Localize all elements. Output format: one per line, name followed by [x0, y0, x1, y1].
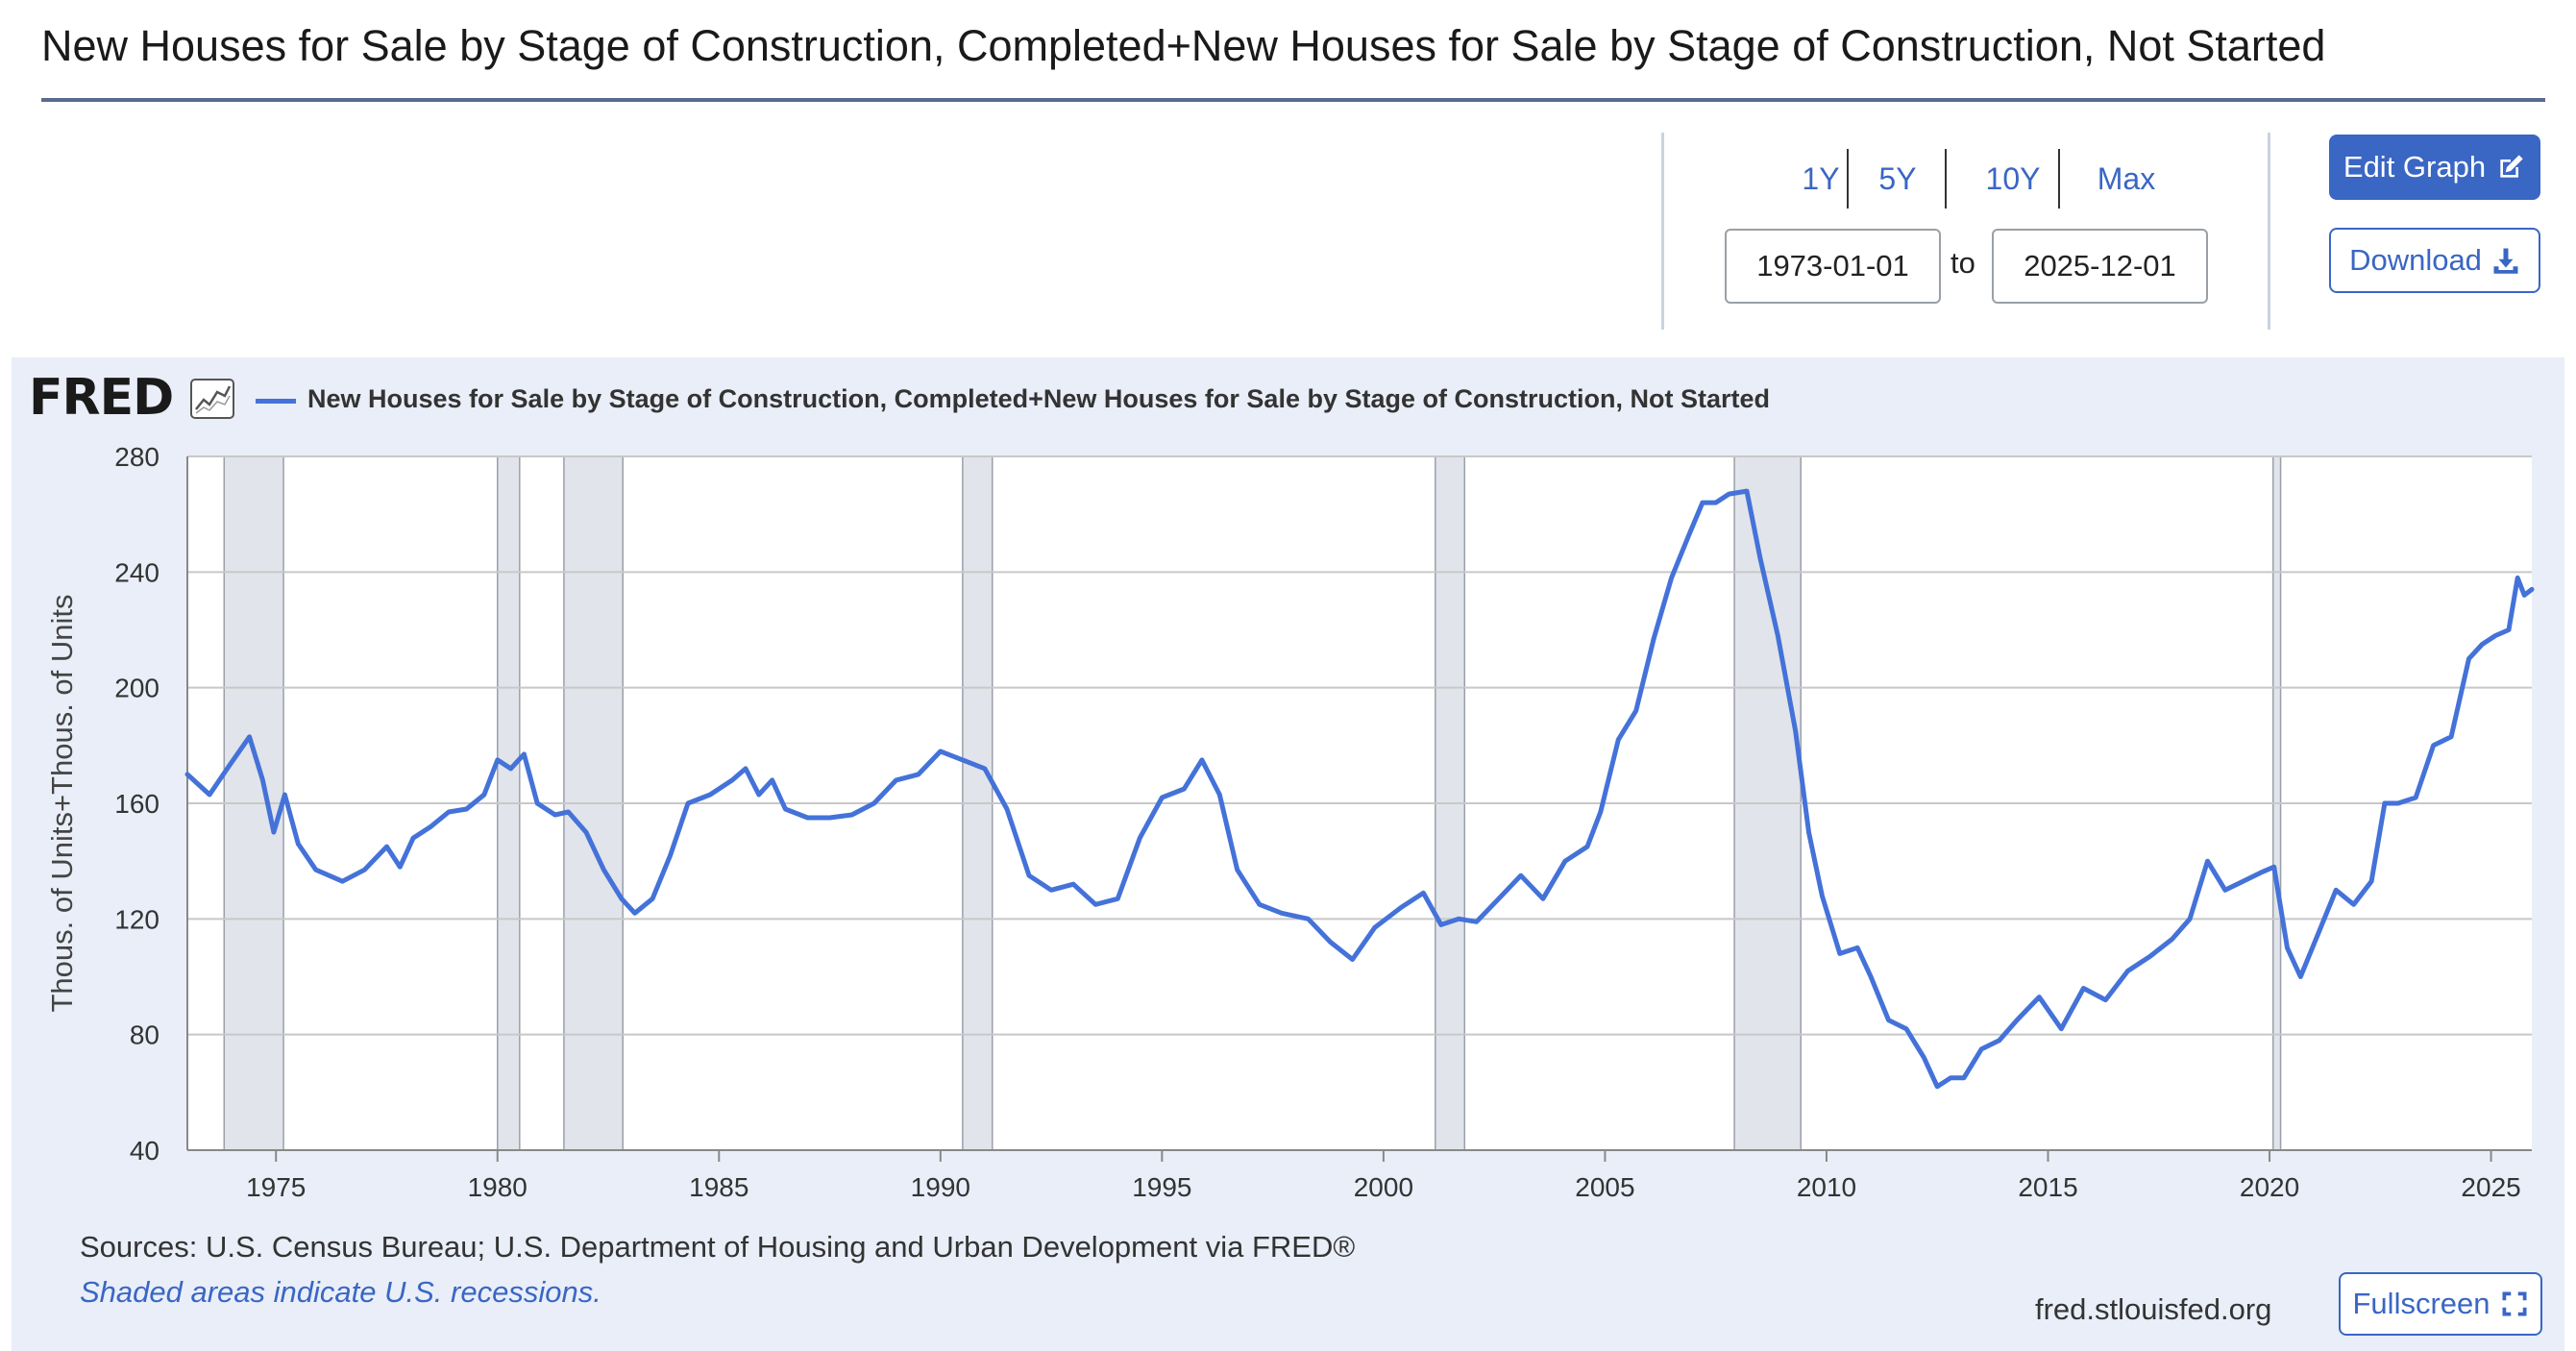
pencil-square-icon [2500, 155, 2523, 178]
start-date-input[interactable] [1725, 229, 1941, 304]
x-tick-label: 2020 [2240, 1172, 2299, 1202]
x-tick-label: 2010 [1797, 1172, 1856, 1202]
range-1y-button[interactable]: 1Y [1802, 161, 1840, 196]
x-tick-label: 1985 [689, 1172, 748, 1202]
x-tick-label: 1975 [246, 1172, 306, 1202]
fullscreen-button[interactable]: Fullscreen [2339, 1272, 2542, 1336]
x-tick-label: 2025 [2461, 1172, 2520, 1202]
y-tick-label: 240 [114, 557, 159, 587]
y-tick-label: 120 [114, 904, 159, 934]
controls-divider-left [1661, 133, 1664, 330]
y-tick-label: 160 [114, 789, 159, 819]
y-tick-label: 80 [130, 1020, 159, 1050]
controls-divider-right [2268, 133, 2270, 330]
edit-graph-button[interactable]: Edit Graph [2329, 135, 2540, 200]
x-tick-label: 2015 [2018, 1172, 2077, 1202]
x-tick-label: 1980 [468, 1172, 527, 1202]
download-button[interactable]: Download [2329, 228, 2540, 293]
range-10y-button[interactable]: 10Y [1985, 161, 2041, 196]
x-tick-label: 1990 [911, 1172, 970, 1202]
fred-url: fred.stlouisfed.org [2035, 1292, 2272, 1326]
date-to-label: to [1950, 246, 1975, 280]
line-chart-icon [190, 379, 234, 419]
download-icon [2493, 248, 2518, 274]
x-tick-label: 1995 [1132, 1172, 1191, 1202]
range-5y-button[interactable]: 5Y [1878, 161, 1917, 196]
range-max-button[interactable]: Max [2097, 161, 2156, 196]
recession-note[interactable]: Shaded areas indicate U.S. recessions. [80, 1275, 601, 1309]
y-tick-label: 200 [114, 674, 159, 703]
range-separator [2058, 149, 2060, 209]
fullscreen-label: Fullscreen [2352, 1287, 2490, 1320]
series-line [184, 488, 2535, 1090]
title-divider [41, 98, 2545, 102]
legend-swatch [256, 399, 296, 404]
page-title: New Houses for Sale by Stage of Construc… [41, 21, 2326, 70]
edit-graph-label: Edit Graph [2343, 150, 2487, 184]
y-axis-label: Thous. of Units+Thous. of Units [45, 594, 79, 1012]
range-separator [1847, 149, 1849, 209]
x-tick-label: 2005 [1575, 1172, 1634, 1202]
fred-logo: FRED [29, 369, 174, 427]
y-tick-label: 40 [130, 1136, 159, 1166]
expand-icon [2502, 1291, 2526, 1316]
range-separator [1945, 149, 1947, 209]
end-date-input[interactable] [1992, 229, 2208, 304]
y-tick-label: 280 [114, 442, 159, 472]
x-tick-label: 2000 [1354, 1172, 1413, 1202]
legend-label: New Houses for Sale by Stage of Construc… [307, 384, 1770, 413]
download-label: Download [2349, 243, 2482, 277]
sources-note: Sources: U.S. Census Bureau; U.S. Depart… [80, 1230, 1356, 1264]
